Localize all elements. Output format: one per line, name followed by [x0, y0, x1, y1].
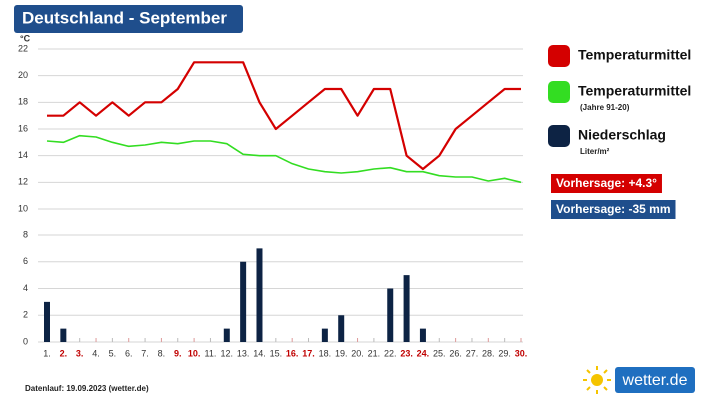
x-tick-label: 11. — [205, 348, 217, 358]
x-tick-label: 6. — [125, 348, 133, 358]
y-tick-label: 22 — [18, 43, 28, 53]
x-tick-label: 9. — [174, 348, 182, 358]
y-tick-label: 16 — [18, 123, 28, 133]
bar — [338, 315, 345, 342]
line — [46, 134, 522, 184]
y-tick-label: 18 — [18, 97, 28, 107]
x-tick-label: 4. — [92, 348, 100, 358]
x-tick-label: 2. — [60, 348, 68, 358]
bar — [256, 248, 263, 342]
x-tick-label: 23. — [400, 348, 413, 358]
x-tick-label: 24. — [417, 348, 430, 358]
y-tick-label: 4 — [23, 283, 28, 293]
annotation-text: Vorhersage: -35 mm — [556, 202, 671, 216]
x-tick-label: 10. — [188, 348, 201, 358]
bar — [387, 288, 394, 342]
legend-label: Temperaturmittel — [578, 47, 691, 63]
x-tick-label: 15. — [270, 348, 283, 358]
y-tick-label: 10 — [18, 203, 28, 213]
chart-title: Deutschland - September — [22, 8, 227, 27]
bar — [240, 261, 247, 342]
logo-badge — [615, 367, 695, 393]
bar — [403, 275, 410, 342]
title-badge — [14, 5, 243, 33]
line — [47, 61, 521, 171]
legend-label: Temperaturmittel — [578, 83, 691, 99]
x-tick-label: 12. — [221, 348, 234, 358]
x-tick-label: 5. — [109, 348, 117, 358]
y-tick-label: 2 — [23, 310, 28, 320]
logo: wetter.de — [583, 366, 695, 394]
legend-swatch — [548, 125, 570, 147]
x-tick-label: 19. — [335, 348, 348, 358]
footer: Datenlauf: 19.09.2023 (wetter.de) — [25, 384, 149, 393]
y-tick-label: 12 — [18, 177, 28, 187]
bar — [60, 328, 67, 342]
x-tick-label: 17. — [302, 348, 315, 358]
x-tick-label: 28. — [482, 348, 495, 358]
legend-label: Niederschlag — [578, 127, 666, 143]
y-tick-label: 14 — [18, 150, 28, 160]
x-tick-label: 29. — [498, 348, 511, 358]
x-tick-label: 13. — [237, 348, 250, 358]
y-tick-label: 0 — [23, 336, 28, 346]
annotation-badge — [551, 200, 676, 219]
x-tick-label: 16. — [286, 348, 299, 358]
legend-swatch — [548, 45, 570, 67]
legend-note: (Jahre 91-20) — [580, 103, 630, 112]
x-tick-label: 18. — [319, 348, 332, 358]
unit-label: °C — [20, 33, 31, 43]
bar — [419, 328, 426, 342]
x-tick-label: 21. — [368, 348, 381, 358]
legend-swatch — [548, 81, 570, 103]
annotation-badge — [551, 174, 662, 193]
bar — [44, 301, 50, 342]
x-tick-label: 20. — [351, 348, 364, 358]
x-tick-label: 30. — [515, 348, 528, 358]
x-tick-label: 14. — [253, 348, 266, 358]
annotation-text: Vorhersage: +4.3° — [556, 176, 657, 190]
x-tick-label: 27. — [466, 348, 479, 358]
bar — [321, 328, 328, 342]
x-tick-label: 26. — [449, 348, 462, 358]
y-tick-label: 20 — [18, 70, 28, 80]
y-tick-label: 8 — [23, 229, 28, 239]
x-tick-label: 1. — [43, 348, 51, 358]
x-tick-label: 8. — [158, 348, 166, 358]
sun — [591, 374, 603, 386]
legend-note: Liter/m² — [580, 147, 610, 156]
x-tick-label: 25. — [433, 348, 446, 358]
x-tick-label: 22. — [384, 348, 397, 358]
bar — [223, 328, 230, 342]
logo-text: wetter.de — [622, 372, 688, 389]
sun-rays — [583, 366, 611, 394]
x-tick-label: 3. — [76, 348, 84, 358]
x-tick-label: 7. — [141, 348, 149, 358]
y-tick-label: 6 — [23, 256, 28, 266]
